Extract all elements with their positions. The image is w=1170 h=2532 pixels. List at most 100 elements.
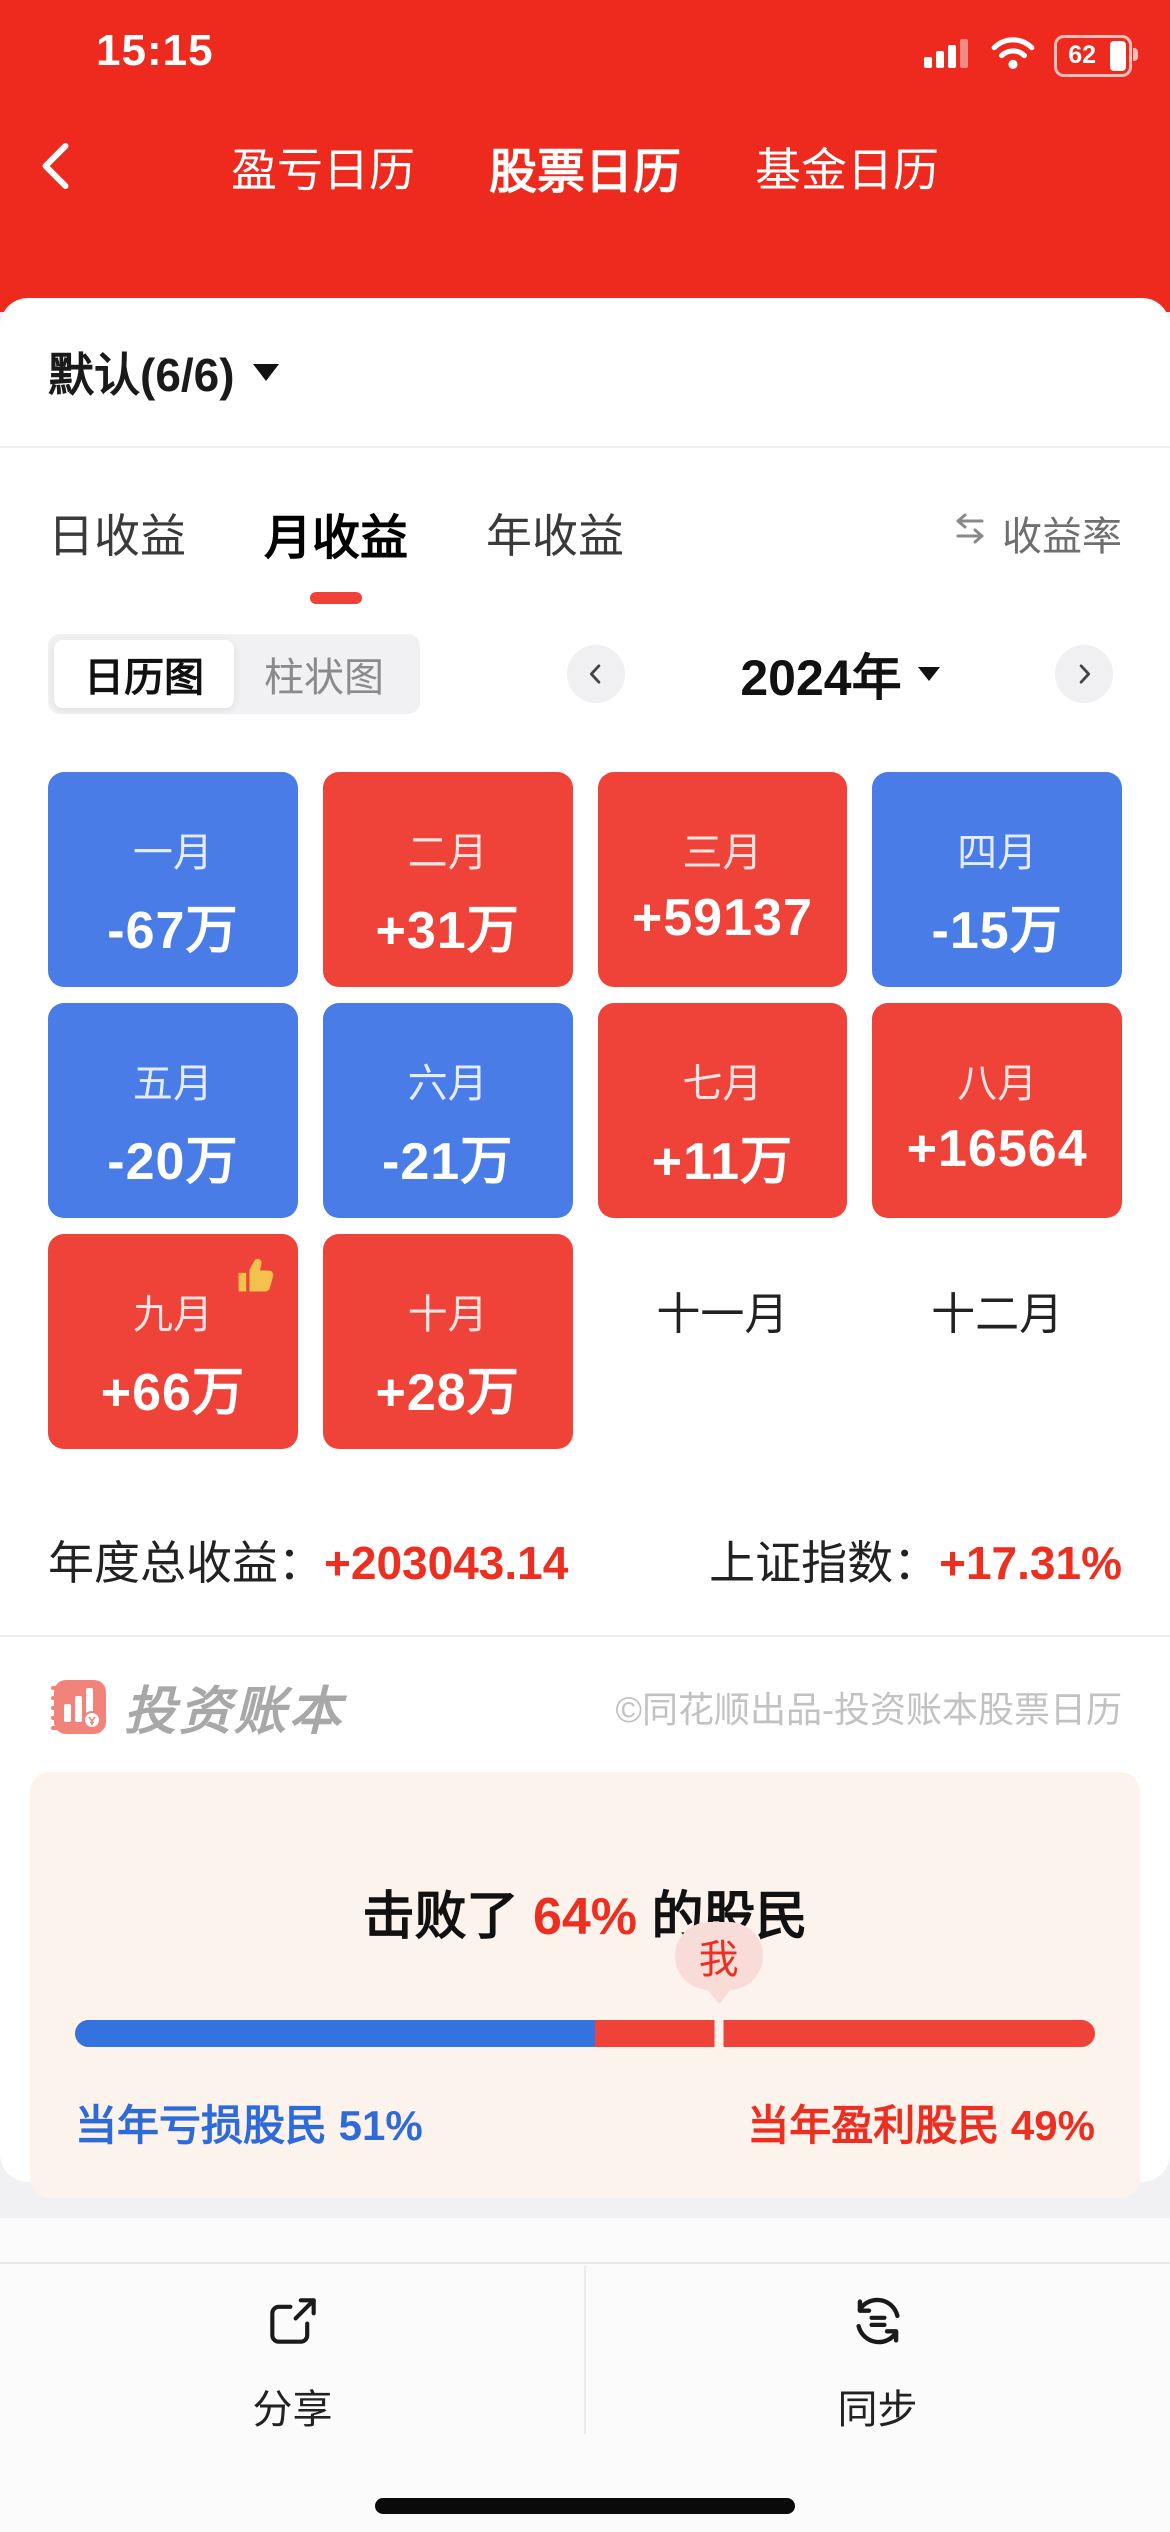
thumb-up-icon	[232, 1250, 280, 1298]
month-label: 六月	[407, 1062, 488, 1106]
period-tabs-row: 日收益 月收益 年收益 收益率	[0, 448, 1170, 618]
share-icon	[262, 2290, 324, 2357]
month-label: 二月	[407, 831, 488, 875]
account-selector-row: 默认(6/6)	[0, 298, 1170, 448]
month-cell[interactable]: 八月 +16564	[872, 1003, 1122, 1218]
nav-bar: 盈亏日历 股票日历 基金日历	[0, 92, 1170, 242]
app-header: 15:15 62	[0, 0, 1170, 312]
month-value: -20万	[107, 1133, 239, 1191]
tab-monthly-return[interactable]: 月收益	[264, 478, 408, 588]
rate-toggle[interactable]: 收益率	[948, 504, 1122, 562]
copyright-text: ©同花顺出品-投资账本股票日历	[615, 1688, 1122, 1730]
loss-bar-segment	[75, 2020, 596, 2047]
position-notch	[714, 2020, 724, 2047]
toolbar: 分享 同步	[0, 2264, 1170, 2474]
tab-yearly-return[interactable]: 年收益	[486, 510, 625, 562]
share-button[interactable]: 分享	[0, 2264, 585, 2474]
brand-name: 投资账本	[124, 1683, 345, 1741]
share-label: 分享	[252, 2388, 333, 2432]
sync-button[interactable]: 同步	[585, 2264, 1170, 2474]
month-label: 十二月	[931, 1290, 1064, 1339]
month-label: 十一月	[656, 1290, 789, 1339]
shanghai-index-label: 上证指数：	[709, 1537, 940, 1589]
percentile-bar	[75, 2020, 1095, 2047]
status-icons: 62	[922, 34, 1138, 77]
main-content-card: 默认(6/6) 日收益 月收益 年收益 收益率 日历图 柱状图	[0, 298, 1170, 2198]
next-year-button[interactable]	[1054, 645, 1113, 703]
swap-arrows-icon	[948, 508, 992, 558]
annual-total-value: +203043.14	[324, 1537, 569, 1589]
month-value: +28万	[375, 1364, 520, 1422]
month-value: -15万	[931, 902, 1063, 960]
wifi-icon	[988, 34, 1038, 77]
app-logo-icon	[48, 1678, 106, 1736]
view-toggle: 日历图 柱状图	[48, 634, 420, 714]
controls-row: 日历图 柱状图 2024年	[0, 634, 1170, 714]
month-label: 八月	[957, 1062, 1038, 1106]
account-selector[interactable]: 默认(6/6)	[48, 339, 279, 405]
percentile-labels: 当年亏损股民 51% 当年盈利股民 49%	[75, 2092, 1095, 2153]
month-cell[interactable]: 九月 +66万	[48, 1234, 298, 1449]
month-cell[interactable]: 三月 +59137	[597, 772, 848, 987]
battery-icon: 62	[1054, 34, 1138, 77]
view-toggle-bar[interactable]: 柱状图	[264, 656, 384, 700]
beat-percent: 64%	[532, 1888, 638, 1946]
month-label: 三月	[682, 831, 763, 875]
month-value: -67万	[107, 902, 239, 960]
month-cell: 十二月	[872, 1234, 1122, 1449]
bottom-panel: 分享 同步	[0, 2218, 1170, 2532]
month-cell[interactable]: 四月 -15万	[872, 772, 1122, 987]
me-bubble-row: 我	[75, 1922, 1095, 2017]
month-label: 四月	[957, 831, 1038, 875]
cellular-signal-icon	[922, 35, 972, 76]
prev-year-button[interactable]	[567, 645, 625, 703]
battery-percent: 62	[1068, 41, 1097, 69]
back-icon[interactable]	[28, 136, 88, 196]
loss-investors-label: 当年亏损股民 51%	[75, 2102, 423, 2149]
month-cell[interactable]: 七月 +11万	[597, 1003, 848, 1218]
nav-tab-0[interactable]: 盈亏日历	[230, 144, 415, 196]
month-value: -21万	[382, 1133, 514, 1191]
month-value: +59137	[631, 889, 813, 947]
month-label: 一月	[132, 831, 213, 875]
month-cell: 十一月	[598, 1234, 848, 1449]
month-grid: 一月 -67万 二月 +31万 三月 +59137 四月 -15万五月 -20万 六月 -21万 七月…	[48, 772, 1122, 1449]
watermark-row: 投资账本 ©同花顺出品-投资账本股票日历	[0, 1669, 1170, 1744]
month-cell[interactable]: 一月 -67万	[48, 772, 298, 987]
annual-total-return: 年度总收益： +203043.14	[48, 1527, 568, 1593]
month-label: 十月	[407, 1293, 488, 1337]
nav-tab-group: 盈亏日历 股票日历 基金日历	[0, 92, 1170, 242]
me-marker-bubble: 我	[674, 1922, 763, 1990]
year-selector[interactable]: 2024年	[740, 638, 940, 710]
home-indicator[interactable]	[375, 2498, 795, 2514]
me-marker-label: 我	[698, 1938, 739, 1982]
month-label: 七月	[682, 1062, 763, 1106]
chevron-down-icon	[252, 363, 279, 381]
month-value: +16564	[906, 1120, 1088, 1178]
shanghai-index: 上证指数： +17.31%	[709, 1527, 1122, 1593]
view-toggle-calendar[interactable]: 日历图	[54, 640, 234, 708]
tab-daily-return[interactable]: 日收益	[48, 510, 186, 562]
year-label: 2024年	[740, 650, 902, 706]
status-time: 15:15	[96, 26, 214, 75]
month-value: +31万	[375, 902, 520, 960]
month-cell[interactable]: 十月 +28万	[322, 1234, 573, 1449]
month-cell[interactable]: 二月 +31万	[322, 772, 573, 987]
month-label: 九月	[132, 1293, 213, 1337]
year-navigator: 2024年	[567, 634, 1113, 714]
summary-row: 年度总收益： +203043.14 上证指数： +17.31%	[0, 1527, 1170, 1593]
month-cell[interactable]: 六月 -21万	[322, 1003, 573, 1218]
profit-investors-label: 当年盈利股民 49%	[747, 2102, 1095, 2149]
nav-tab-2[interactable]: 基金日历	[755, 144, 939, 196]
beat-title-prefix: 击败了	[362, 1888, 533, 1946]
month-cell[interactable]: 五月 -20万	[48, 1003, 298, 1218]
annual-total-label: 年度总收益：	[48, 1537, 324, 1589]
chevron-down-icon	[917, 667, 940, 681]
nav-tab-1[interactable]: 股票日历	[488, 146, 681, 199]
rate-toggle-label: 收益率	[1002, 515, 1122, 559]
month-value: +66万	[100, 1364, 245, 1422]
account-selector-label: 默认(6/6)	[48, 349, 235, 401]
month-value: +11万	[651, 1133, 794, 1191]
toolbar-border	[0, 2262, 1170, 2264]
toolbar-divider	[584, 2266, 586, 2434]
